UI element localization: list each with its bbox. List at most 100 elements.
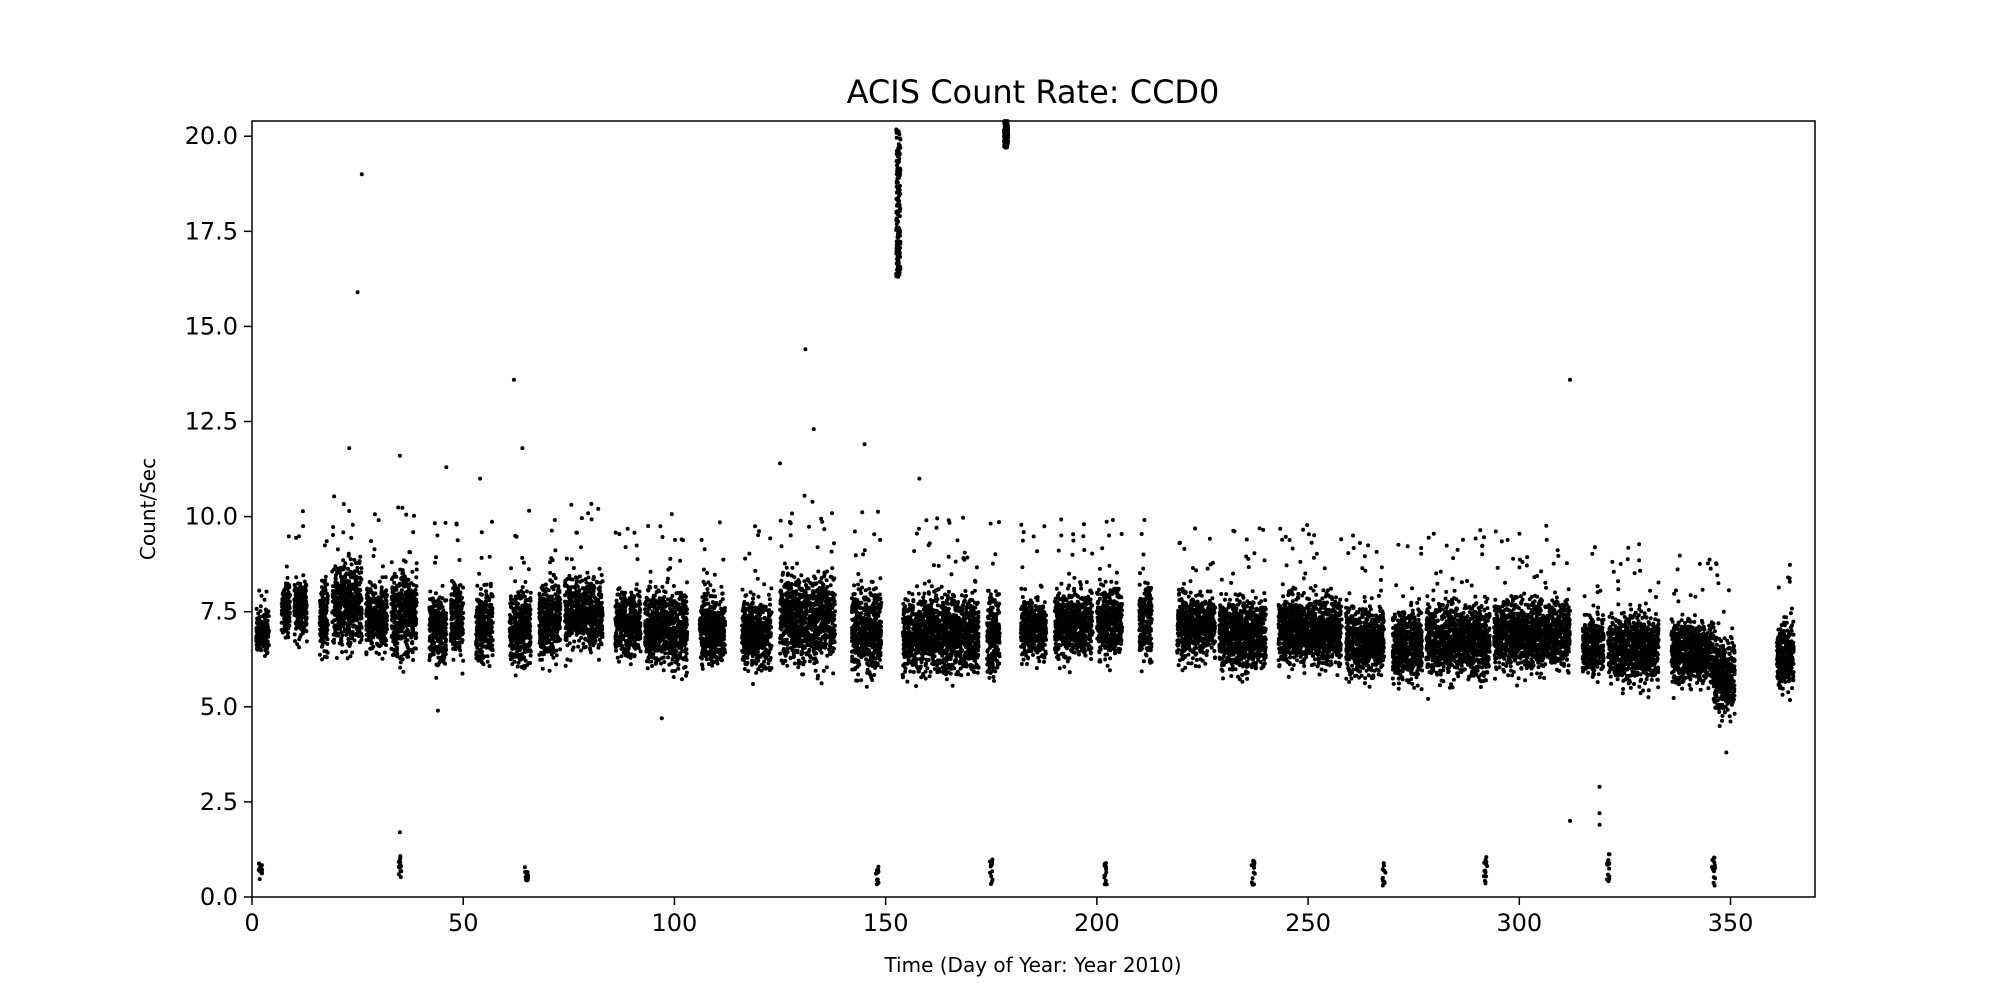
- data-point: [618, 634, 623, 639]
- data-point: [284, 584, 289, 589]
- data-point: [286, 598, 291, 603]
- data-point: [454, 596, 459, 601]
- data-point: [613, 530, 618, 535]
- data-point: [626, 621, 631, 626]
- data-point: [352, 569, 357, 574]
- data-point: [339, 598, 344, 603]
- data-point: [653, 584, 658, 589]
- data-point: [590, 606, 595, 611]
- data-point: [626, 630, 631, 634]
- data-point: [443, 630, 448, 635]
- data-point: [554, 613, 558, 618]
- data-point: [407, 550, 412, 554]
- data-point: [508, 653, 513, 658]
- data-point: [443, 614, 448, 619]
- data-point: [480, 610, 485, 615]
- data-point: [319, 591, 324, 596]
- data-point: [521, 560, 526, 565]
- data-point: [317, 652, 322, 657]
- data-point: [477, 571, 482, 576]
- data-point: [631, 594, 636, 599]
- data-point: [477, 627, 482, 632]
- data-point: [650, 664, 654, 668]
- data-point: [517, 624, 522, 629]
- data-point: [638, 649, 643, 654]
- data-point: [486, 595, 491, 600]
- data-point: [518, 652, 523, 657]
- data-point: [547, 668, 552, 673]
- data-point: [402, 652, 407, 657]
- data-point: [628, 662, 633, 667]
- data-point: [509, 630, 514, 635]
- data-point: [596, 506, 601, 511]
- data-point: [450, 627, 455, 631]
- data-point: [555, 593, 560, 598]
- data-point: [320, 644, 324, 649]
- data-point: [300, 622, 305, 626]
- data-point: [615, 614, 620, 619]
- data-point: [595, 602, 600, 607]
- data-point: [371, 635, 376, 640]
- data-point: [352, 604, 357, 609]
- data-point: [449, 600, 454, 605]
- data-point: [411, 658, 416, 662]
- data-point: [548, 645, 553, 650]
- data-point: [459, 618, 464, 623]
- data-point: [680, 594, 685, 599]
- data-point: [303, 605, 308, 610]
- data-point: [637, 599, 642, 604]
- data-point: [320, 610, 325, 615]
- data-point: [414, 621, 418, 626]
- data-point: [567, 595, 572, 600]
- data-point: [634, 582, 639, 587]
- data-point: [512, 659, 517, 664]
- data-point: [584, 592, 589, 597]
- data-point: [436, 655, 441, 660]
- data-point: [577, 638, 581, 643]
- data-point: [568, 658, 573, 663]
- data-point: [294, 586, 299, 591]
- data-point: [481, 627, 486, 631]
- data-point: [434, 555, 438, 560]
- data-point: [409, 612, 414, 617]
- data-point: [481, 614, 486, 619]
- data-point: [403, 596, 408, 601]
- data-point: [451, 642, 456, 647]
- data-point: [457, 626, 462, 631]
- data-point: [341, 620, 346, 624]
- data-point: [566, 610, 571, 615]
- data-point: [614, 631, 619, 636]
- data-point: [488, 645, 493, 650]
- data-point: [449, 614, 454, 619]
- data-point: [410, 627, 415, 632]
- data-point: [633, 637, 638, 642]
- data-point: [334, 656, 339, 660]
- data-point: [392, 580, 397, 585]
- data-point: [441, 619, 446, 624]
- data-point: [333, 630, 338, 635]
- data-point: [261, 633, 266, 638]
- data-point: [619, 654, 624, 659]
- data-point: [448, 632, 453, 637]
- data-point: [410, 641, 414, 645]
- data-point: [413, 632, 418, 637]
- data-point: [511, 644, 516, 649]
- data-point: [395, 651, 400, 656]
- data-point: [348, 591, 353, 596]
- data-point: [371, 554, 376, 558]
- data-point: [528, 636, 533, 641]
- data-point: [458, 653, 463, 658]
- chart-title: ACIS Count Rate: CCD0: [847, 73, 1220, 111]
- data-point: [588, 622, 593, 627]
- data-point: [544, 620, 549, 625]
- data-point: [359, 566, 364, 571]
- data-point: [598, 580, 603, 585]
- data-point: [538, 604, 543, 609]
- data-point: [302, 587, 307, 592]
- data-point: [479, 530, 484, 535]
- data-point: [617, 624, 622, 629]
- data-point: [400, 505, 405, 510]
- data-point: [487, 638, 492, 642]
- data-point: [259, 593, 264, 598]
